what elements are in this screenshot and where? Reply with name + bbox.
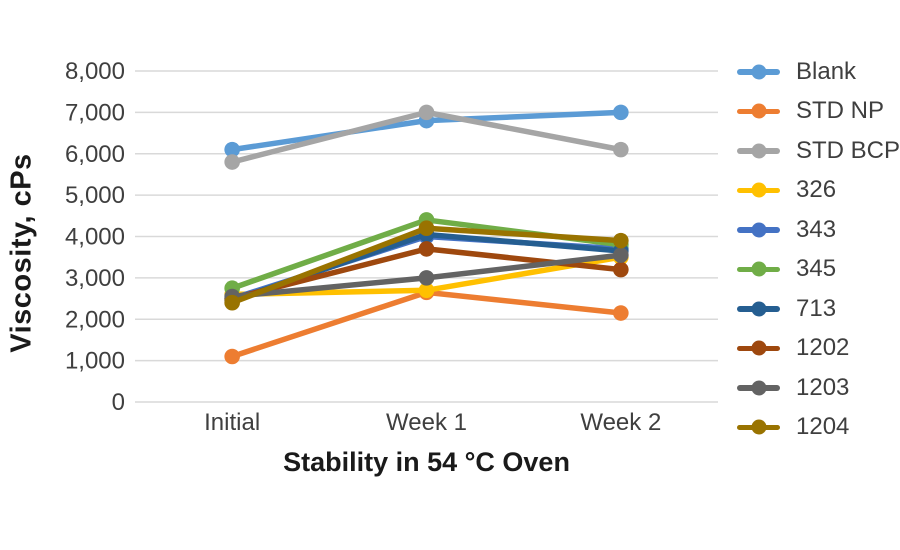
legend-label: Blank [796, 57, 857, 85]
point-1204-initial [224, 294, 240, 311]
y-tick-label: 0 [112, 389, 125, 416]
legend-label: 1202 [796, 334, 850, 362]
legend-marker-icon [737, 340, 780, 356]
point-std-bcp-week-1 [418, 104, 435, 121]
x-tick-label: Week 1 [386, 409, 467, 436]
x-axis-title: Stability in 54 °C Oven [283, 447, 570, 477]
legend-item-1203: 1203 [737, 368, 900, 408]
legend-item-713: 713 [737, 289, 900, 329]
point-1202-week-1 [418, 241, 435, 257]
legend-marker-icon [737, 143, 780, 159]
point-std-np-initial [224, 348, 240, 365]
legend-marker-icon [737, 301, 780, 317]
legend-item-343: 343 [737, 210, 900, 250]
y-axis-title: Viscosity, cPs [5, 153, 38, 353]
point-1203-week-2 [613, 247, 629, 263]
legend-label: 1203 [796, 373, 850, 401]
legend-label: 345 [796, 255, 837, 283]
legend-item-std-np: STD NP [737, 92, 900, 132]
x-tick-label: Week 2 [580, 409, 661, 436]
legend-label: 1204 [796, 413, 850, 441]
point-326-week-1 [418, 282, 435, 299]
legend-marker-icon [737, 419, 780, 435]
legend-label: STD NP [796, 97, 885, 125]
legend-item-blank: Blank [737, 52, 900, 92]
legend-marker-icon [737, 380, 780, 396]
line-series-std-np [229, 289, 624, 360]
y-tick-label: 2,000 [65, 306, 125, 333]
y-tick-label: 3,000 [65, 265, 125, 292]
legend-label: 326 [796, 176, 837, 204]
y-tick-label: 7,000 [65, 99, 125, 126]
legend-label: STD BCP [796, 136, 900, 164]
y-tick-label: 6,000 [65, 141, 125, 168]
y-tick-label: 1,000 [65, 348, 125, 375]
legend-label: 343 [796, 215, 837, 243]
legend-item-std-bcp: STD BCP [737, 131, 900, 171]
legend-label: 713 [796, 294, 837, 322]
chart-legend: Blank STD NP STD BCP 326 343 345 713 1202 1203 12… [737, 52, 900, 447]
point-std-bcp-initial [224, 154, 240, 170]
legend-item-326: 326 [737, 171, 900, 211]
point-blank-week-2 [613, 104, 629, 121]
point-1203-week-1 [418, 270, 435, 286]
point-blank-initial [224, 141, 240, 158]
legend-marker-icon [737, 103, 780, 119]
legend-item-1204: 1204 [737, 408, 900, 448]
legend-marker-icon [737, 64, 780, 80]
y-tick-label: 8,000 [65, 58, 125, 85]
point-1202-week-2 [613, 261, 629, 278]
point-std-np-week-2 [613, 305, 629, 321]
y-tick-label: 5,000 [65, 182, 125, 209]
legend-item-345: 345 [737, 250, 900, 290]
legend-marker-icon [737, 182, 780, 198]
y-tick-label: 4,000 [65, 224, 125, 251]
point-1204-week-1 [418, 220, 435, 237]
legend-marker-icon [737, 261, 780, 277]
legend-item-1202: 1202 [737, 329, 900, 369]
x-tick-label: Initial [204, 409, 260, 436]
point-1204-week-2 [613, 232, 629, 249]
point-std-bcp-week-2 [613, 141, 629, 158]
legend-marker-icon [737, 222, 780, 238]
